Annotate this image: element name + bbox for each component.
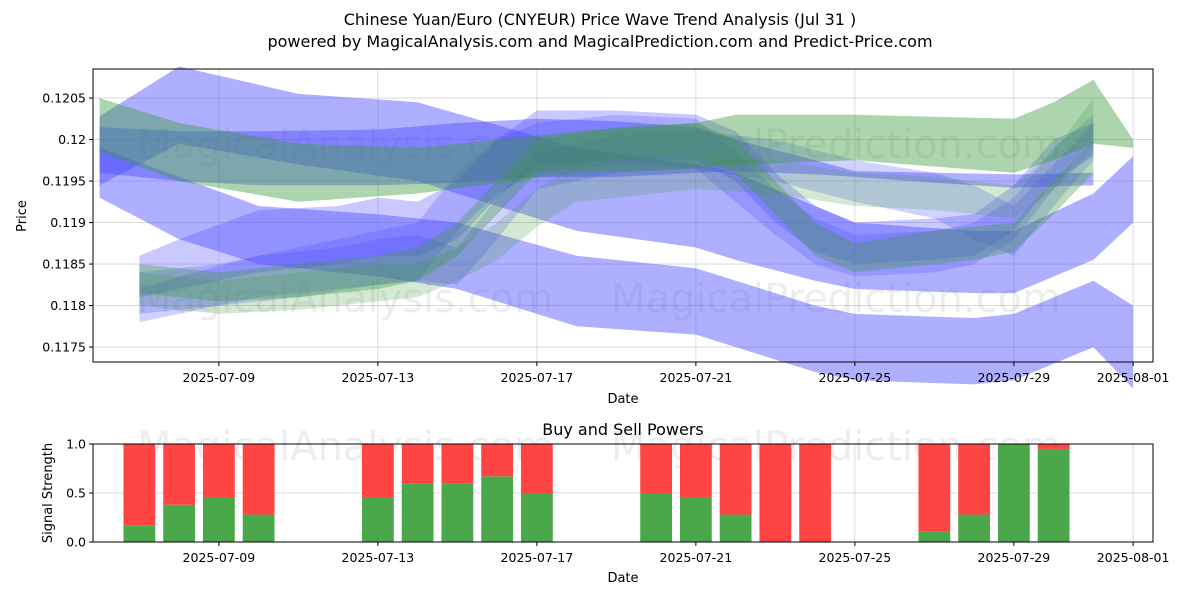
power-x-tick-label: 2025-07-21: [660, 550, 733, 565]
wave-band-green-9: [139, 98, 1094, 314]
buy-bar: [520, 493, 553, 542]
buy-bar: [361, 497, 394, 542]
price-x-tick-label: 2025-07-13: [342, 370, 415, 385]
price-bands: [99, 66, 1134, 389]
buy-bar: [202, 497, 235, 542]
chart-title-line-2: powered by MagicalAnalysis.com and Magic…: [267, 32, 932, 51]
buy-bar: [918, 531, 951, 542]
power-panel: Buy and Sell Powers MagicalAnalysis.com …: [41, 420, 1169, 586]
price-y-tick-label: 0.1175: [42, 340, 86, 355]
sell-bar: [1037, 444, 1070, 449]
sell-bar: [123, 444, 156, 526]
buy-bar: [997, 444, 1030, 542]
sell-bar: [719, 444, 752, 515]
wave-band-green-7: [99, 79, 1134, 202]
watermark-right: MagicalPrediction.com: [611, 122, 1061, 168]
price-y-tick-label: 0.119: [50, 215, 86, 230]
power-bars: [123, 444, 1070, 542]
buy-bar: [242, 514, 275, 542]
price-y-tick-label: 0.118: [50, 298, 86, 313]
power-y-tick-label: 0.5: [66, 486, 86, 501]
price-plot-frame: [92, 68, 1154, 363]
power-y-axis-label: Signal Strength: [41, 443, 56, 543]
power-x-ticks: 2025-07-09 2025-07-13 2025-07-17 2025-07-21…: [183, 542, 1170, 565]
price-watermarks: MagicalAnalysis.com MagicalPrediction.co…: [137, 122, 1061, 322]
wave-band-blue-2: [99, 147, 1134, 389]
wave-band-blue-4: [139, 110, 1094, 298]
sell-bar: [918, 444, 951, 532]
wave-band-blue-5: [139, 114, 1094, 314]
power-watermark-right: MagicalPrediction.com: [611, 424, 1061, 470]
watermark-left-lower: MagicalAnalysis.com: [137, 276, 553, 322]
sell-bar: [202, 444, 235, 498]
buy-bar: [123, 525, 156, 542]
price-panel: MagicalAnalysis.com MagicalPrediction.co…: [15, 66, 1170, 407]
power-x-tick-label: 2025-08-01: [1097, 550, 1170, 565]
sell-bar: [361, 444, 394, 498]
buy-bar: [401, 483, 434, 542]
price-grid: [93, 69, 1153, 362]
buy-bar: [441, 483, 474, 542]
power-chart-title: Buy and Sell Powers: [542, 420, 704, 439]
price-y-tick-label: 0.1195: [42, 174, 86, 189]
sell-bar: [481, 444, 514, 477]
buy-bar: [679, 497, 712, 542]
price-x-tick-label: 2025-07-25: [819, 370, 892, 385]
price-y-tick-label: 0.1185: [42, 257, 86, 272]
buy-bar: [1037, 448, 1070, 542]
price-x-tick-label: 2025-07-09: [183, 370, 256, 385]
buy-bar: [163, 504, 196, 542]
price-y-tick-label: 0.12: [58, 132, 86, 147]
sell-bar: [441, 444, 474, 484]
price-x-tick-label: 2025-07-21: [660, 370, 733, 385]
sell-bar: [163, 444, 196, 505]
sell-bar: [759, 444, 792, 542]
sell-bar: [242, 444, 275, 515]
buy-bar: [719, 514, 752, 542]
buy-bar: [958, 514, 991, 542]
sell-bar: [958, 444, 991, 515]
price-x-tick-label: 2025-08-01: [1097, 370, 1170, 385]
price-x-ticks: 2025-07-09 2025-07-13 2025-07-17 2025-07-21…: [183, 362, 1170, 385]
price-y-ticks: 0.1175 0.118 0.1185 0.119 0.1195 0.12 0.1205: [42, 91, 93, 355]
price-x-axis-label: Date: [607, 392, 638, 407]
sell-bar: [679, 444, 712, 498]
wave-band-blue-6: [139, 123, 1094, 323]
power-x-tick-label: 2025-07-29: [978, 550, 1051, 565]
chart-title-line-1: Chinese Yuan/Euro (CNYEUR) Price Wave Tr…: [344, 10, 857, 29]
power-x-tick-label: 2025-07-09: [183, 550, 256, 565]
price-y-tick-label: 0.1205: [42, 91, 86, 106]
sell-bar: [640, 444, 673, 493]
wave-band-blue-3: [99, 118, 1094, 188]
sell-bar: [520, 444, 553, 493]
sell-bar: [799, 444, 832, 542]
power-x-tick-label: 2025-07-17: [501, 550, 574, 565]
power-y-ticks: 0.0 0.5 1.0: [66, 437, 93, 550]
power-x-tick-label: 2025-07-25: [819, 550, 892, 565]
wave-band-blue-1: [99, 66, 1134, 294]
wave-band-green-8: [139, 123, 1094, 302]
buy-bar: [481, 476, 514, 542]
power-x-axis-label: Date: [607, 571, 638, 586]
power-x-tick-label: 2025-07-13: [342, 550, 415, 565]
sell-bar: [401, 444, 434, 484]
power-y-tick-label: 1.0: [66, 437, 86, 452]
watermark-left: MagicalAnalysis.com: [137, 122, 553, 168]
buy-bar: [640, 493, 673, 542]
power-y-tick-label: 0.0: [66, 535, 86, 550]
price-x-tick-label: 2025-07-29: [978, 370, 1051, 385]
price-x-tick-label: 2025-07-17: [501, 370, 574, 385]
watermark-right-lower: MagicalPrediction.com: [611, 276, 1061, 322]
price-y-axis-label: Price: [15, 200, 30, 232]
